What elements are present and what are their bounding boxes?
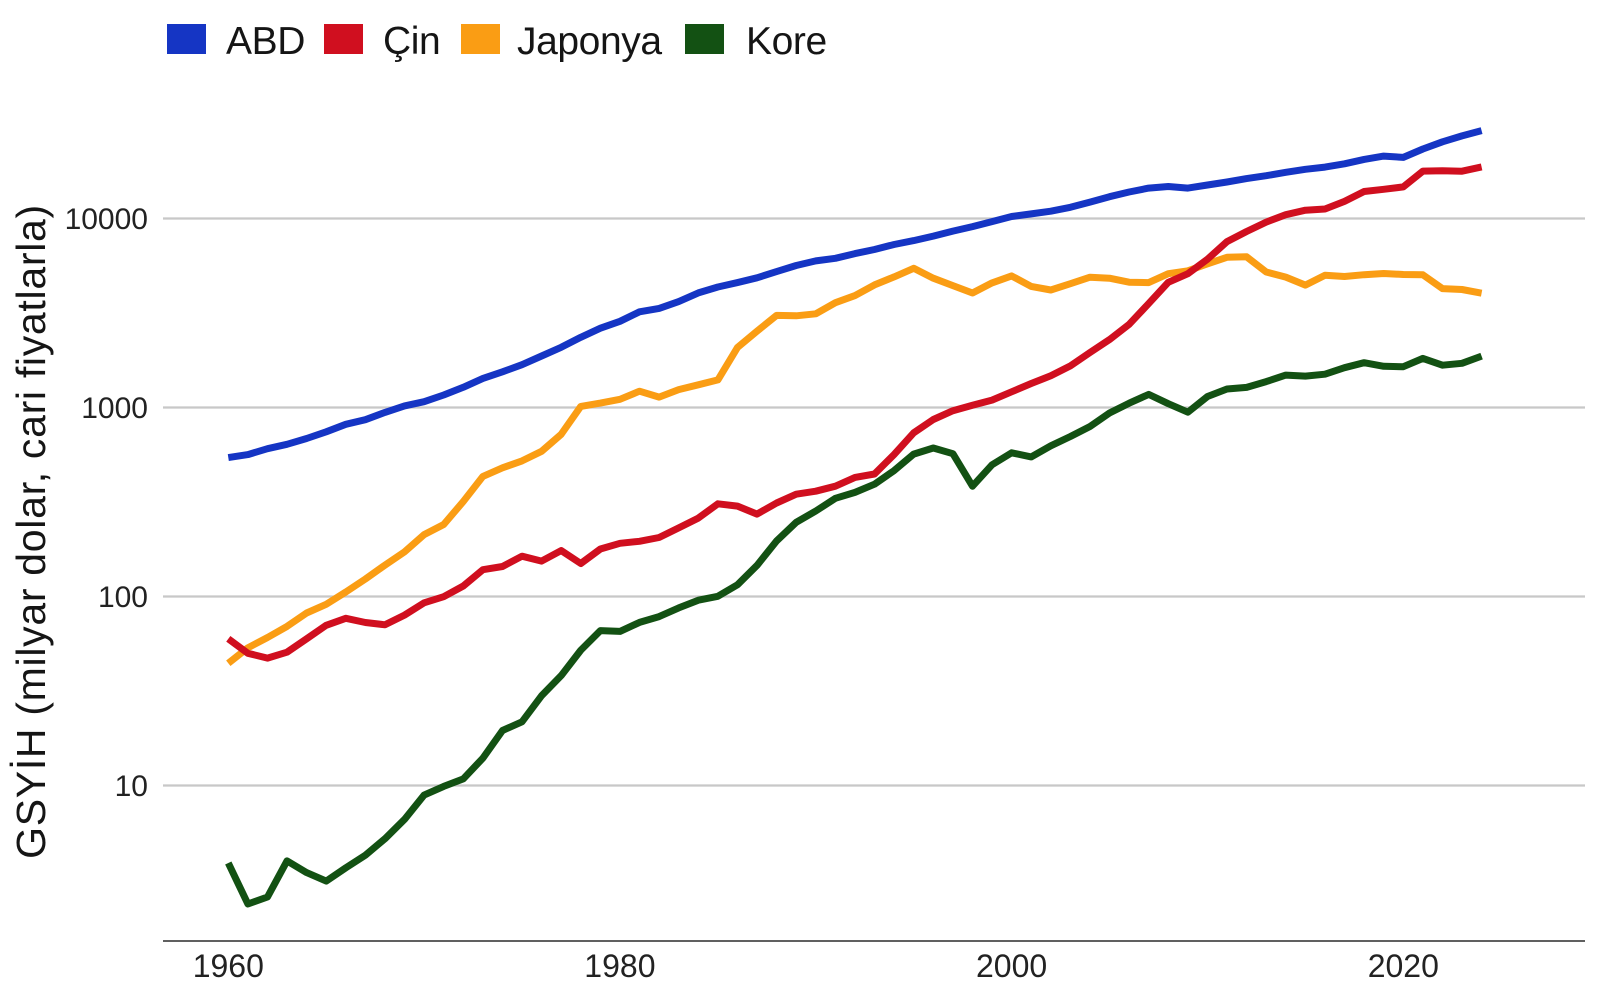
svg-text:1980: 1980 xyxy=(584,948,655,984)
svg-text:2020: 2020 xyxy=(1368,948,1439,984)
svg-text:GSYİH (milyar dolar, cari fiya: GSYİH (milyar dolar, cari fiyatlarla) xyxy=(8,204,54,859)
svg-text:10: 10 xyxy=(115,770,148,803)
svg-text:Çin: Çin xyxy=(383,20,440,63)
svg-text:Japonya: Japonya xyxy=(517,20,662,63)
svg-text:100: 100 xyxy=(98,581,148,614)
svg-text:10000: 10000 xyxy=(65,203,148,236)
svg-text:2000: 2000 xyxy=(976,948,1047,984)
svg-text:Kore: Kore xyxy=(746,20,827,63)
svg-text:1960: 1960 xyxy=(193,948,264,984)
svg-text:1000: 1000 xyxy=(81,392,148,425)
svg-text:ABD: ABD xyxy=(226,20,305,63)
